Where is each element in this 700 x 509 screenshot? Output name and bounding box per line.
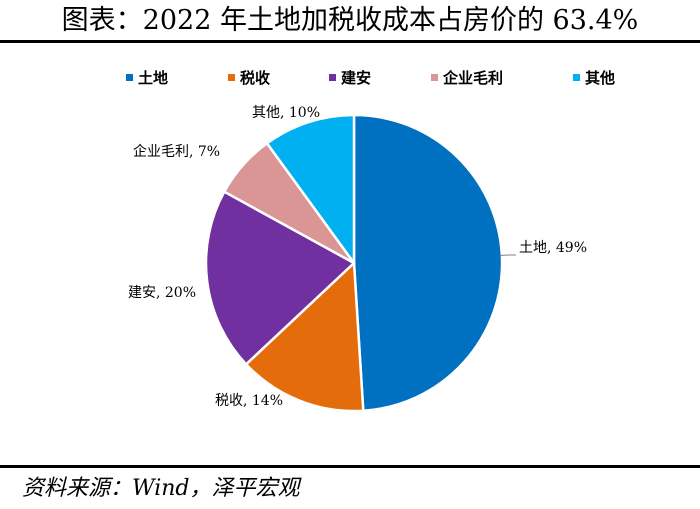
top-rule <box>0 40 700 43</box>
data-label-other: 其他, 10% <box>252 105 320 121</box>
legend: 土地 税收 建安 企业毛利 其他 <box>126 69 615 87</box>
legend-swatch-land <box>126 74 133 81</box>
pie-slice-construction <box>204 190 356 366</box>
legend-swatch-construction <box>329 74 336 81</box>
legend-label-profit: 企业毛利 <box>442 69 503 87</box>
legend-swatch-other <box>573 74 580 81</box>
data-label-land: 土地, 49% <box>519 240 587 256</box>
legend-label-land: 土地 <box>138 69 168 87</box>
source-note: 资料来源：Wind，泽平宏观 <box>22 476 300 501</box>
chart-title: 图表：2022 年土地加税收成本占房价的 63.4% <box>61 5 639 36</box>
legend-label-construction: 建安 <box>341 69 371 87</box>
pie-slice-tax <box>244 261 365 413</box>
pie-slices <box>204 113 504 413</box>
legend-label-other: 其他 <box>585 69 615 87</box>
data-label-tax: 税收, 14% <box>215 393 283 409</box>
data-label-construction: 建安, 20% <box>128 285 196 301</box>
pie-slice-other <box>265 113 356 265</box>
legend-swatch-tax <box>228 74 235 81</box>
data-label-profit: 企业毛利, 7% <box>133 143 220 160</box>
legend-label-tax: 税收 <box>240 69 270 87</box>
legend-swatch-profit <box>431 74 438 81</box>
bottom-rule <box>0 465 700 468</box>
pie-slice-land <box>352 113 504 412</box>
data-labels: 土地, 49% 税收, 14% 建安, 20% 企业毛利, 7% 其他, 10% <box>128 105 587 409</box>
